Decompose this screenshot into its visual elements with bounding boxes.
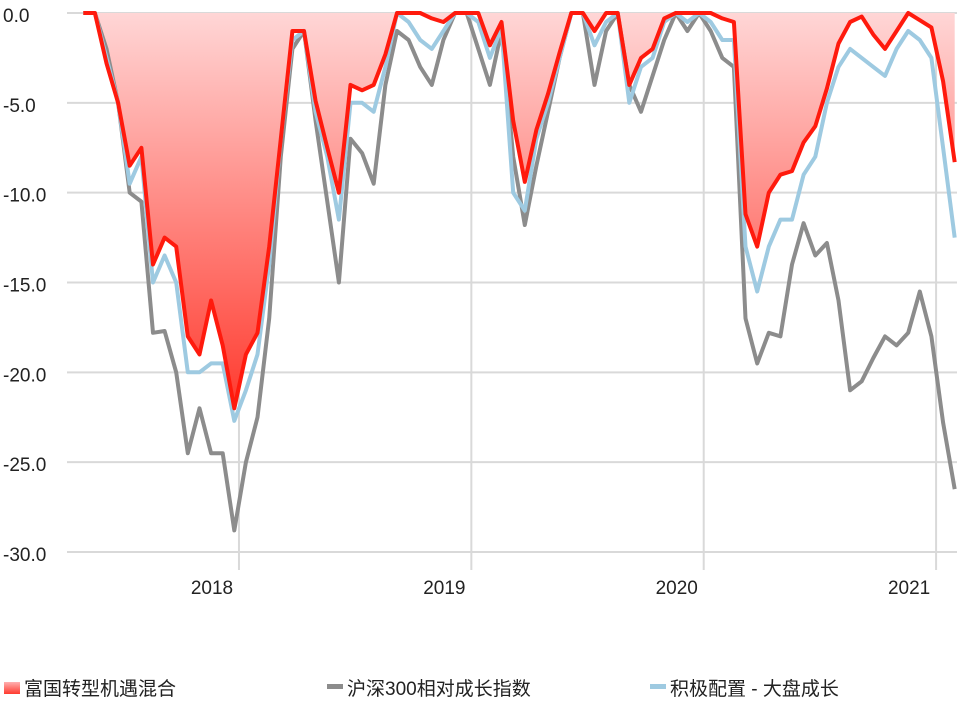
x-tick-label: 2018 (191, 578, 233, 599)
y-tick-label: -15.0 (3, 276, 46, 297)
legend-swatch (650, 684, 666, 689)
x-tick-label: 2021 (888, 578, 930, 599)
legend-label: 沪深300相对成长指数 (347, 678, 531, 700)
plot (83, 11, 957, 533)
y-tick-label: 0.0 (3, 6, 29, 27)
y-tick-label: -20.0 (3, 365, 46, 386)
y-tick-label: -5.0 (3, 96, 36, 117)
y-tick-label: -30.0 (3, 545, 46, 566)
y-tick-label: -10.0 (3, 186, 46, 207)
legend-label: 富国转型机遇混合 (24, 678, 176, 700)
legend-label: 积极配置 - 大盘成长 (670, 678, 839, 700)
line (83, 11, 957, 423)
x-tick-label: 2020 (656, 578, 698, 599)
legend: 富国转型机遇混合 沪深300相对成长指数 积极配置 - 大盘成长 (4, 678, 839, 700)
y-tick-label: -25.0 (3, 455, 46, 476)
area (83, 13, 955, 409)
legend-swatch (327, 684, 343, 689)
line (83, 11, 957, 533)
grid: 0.0 -5.0 -10.0 -15.0 -20.0 -25.0 -30.0 2018 2019… (3, 6, 957, 599)
legend-swatch (4, 682, 20, 694)
x-tick-label: 2019 (423, 578, 465, 599)
line (83, 11, 957, 411)
